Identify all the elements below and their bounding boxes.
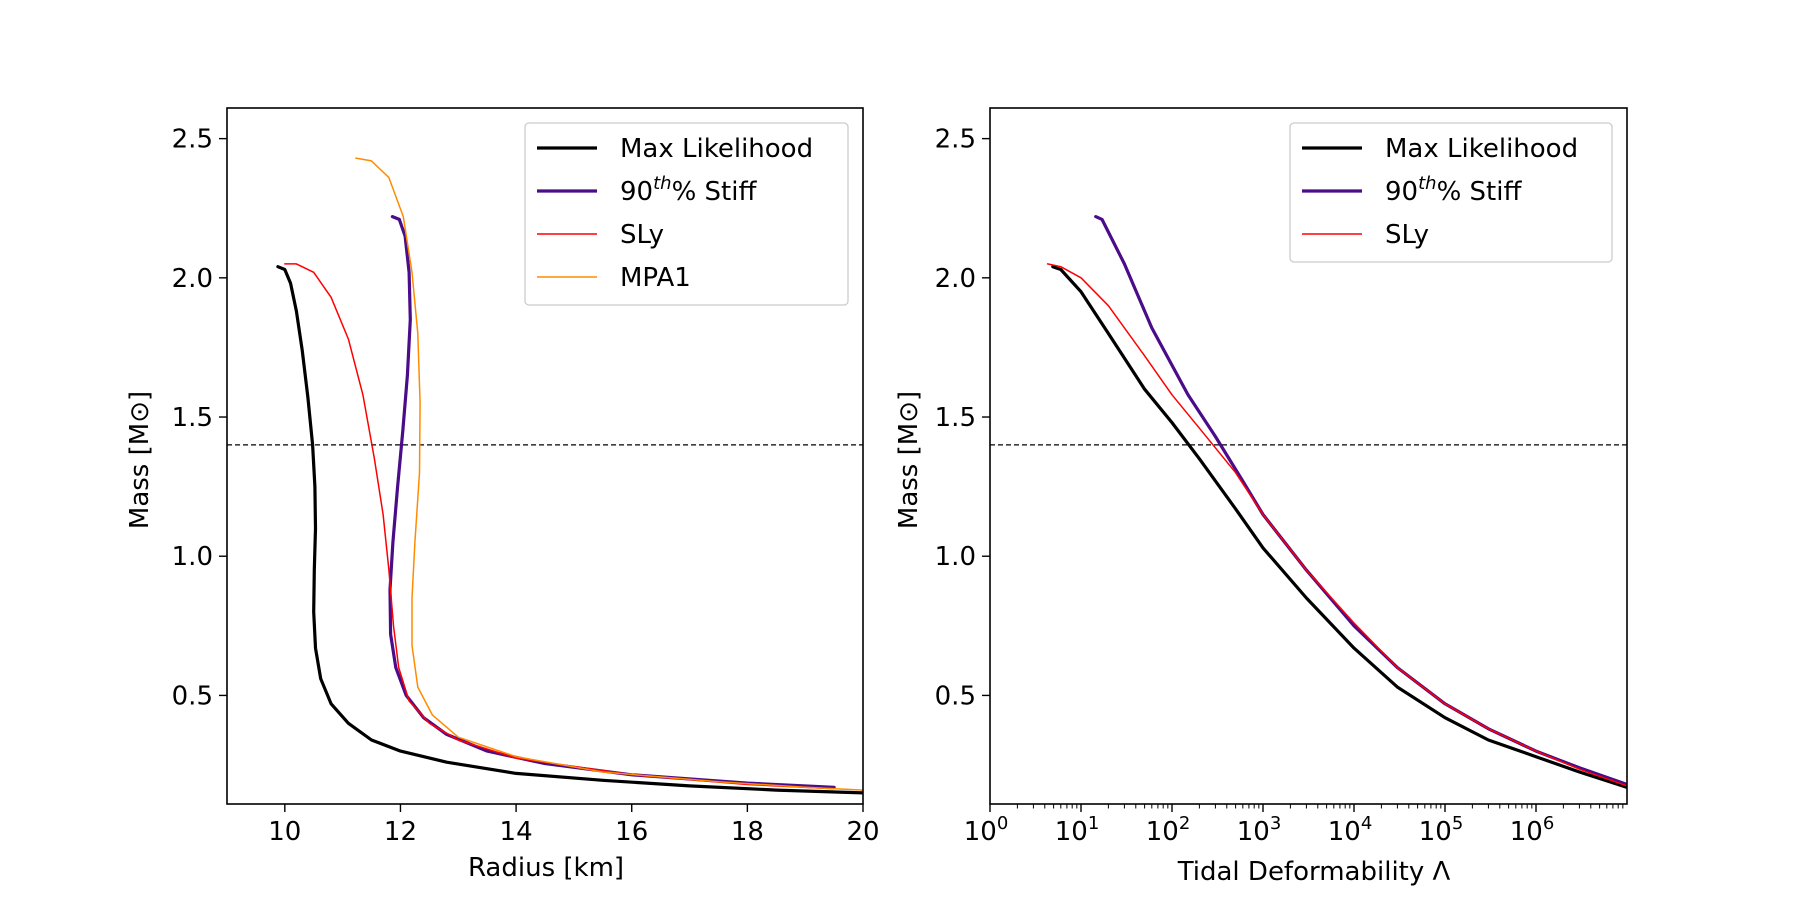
left-xlabel: Radius [km] (468, 853, 624, 883)
legend-label-3: MPA1 (620, 263, 691, 293)
left-ylabel: Mass [M⊙] (125, 391, 155, 529)
x-tick-label: 105 (1419, 813, 1464, 847)
legend-label-0: Max Likelihood (620, 134, 813, 164)
x-tick-label: 100 (964, 813, 1009, 847)
y-tick-label: 2.5 (172, 125, 213, 155)
x-tick-label: 14 (500, 817, 533, 847)
legend-label-2: SLy (1385, 220, 1429, 250)
x-tick-label: 106 (1510, 813, 1555, 847)
x-tick-label: 16 (615, 817, 648, 847)
x-tick-label: 102 (1146, 813, 1191, 847)
x-tick-label: 101 (1055, 813, 1100, 847)
x-tick-label: 20 (846, 817, 879, 847)
series-line-2 (1046, 263, 1627, 787)
x-tick-label: 12 (384, 817, 417, 847)
legend-label-0: Max Likelihood (1385, 134, 1578, 164)
right-ylabel: Mass [M⊙] (894, 391, 924, 529)
right-chart: Tidal Deformability Λ Mass [M⊙] 0.5 1.0 1.… (894, 107, 1628, 887)
y-tick-label: 2.0 (935, 264, 976, 294)
y-tick-label: 0.5 (935, 681, 976, 711)
x-tick-label: 18 (731, 817, 764, 847)
legend-label-1: 90th% Stiff (1385, 173, 1522, 207)
right-xlabel: Tidal Deformability Λ (1177, 857, 1451, 887)
x-tick-label: 103 (1237, 813, 1282, 847)
y-tick-label: 0.5 (172, 681, 213, 711)
y-tick-label: 1.5 (172, 403, 213, 433)
y-tick-label: 1.5 (935, 403, 976, 433)
x-tick-label: 10 (268, 817, 301, 847)
left-chart: Radius [km] Mass [M⊙] 0.5 1.0 1.5 2.0 2.5 10 1… (125, 107, 880, 883)
series-line-1 (1094, 215, 1627, 787)
series-line-2 (284, 263, 835, 790)
legend-box (524, 122, 849, 306)
x-tick-label: 104 (1328, 813, 1373, 847)
y-tick-label: 2.0 (172, 264, 213, 294)
y-tick-label: 1.0 (935, 542, 976, 572)
series-line-3 (355, 157, 863, 791)
legend-label-2: SLy (620, 220, 664, 250)
plot-frame (989, 107, 1628, 805)
legend-box (1289, 122, 1613, 263)
series-line-0 (1051, 265, 1627, 789)
series-line-0 (276, 265, 863, 795)
y-tick-label: 2.5 (935, 125, 976, 155)
plot-frame (226, 107, 864, 805)
legend-label-1: 90th% Stiff (620, 173, 757, 207)
y-tick-label: 1.0 (172, 542, 213, 572)
